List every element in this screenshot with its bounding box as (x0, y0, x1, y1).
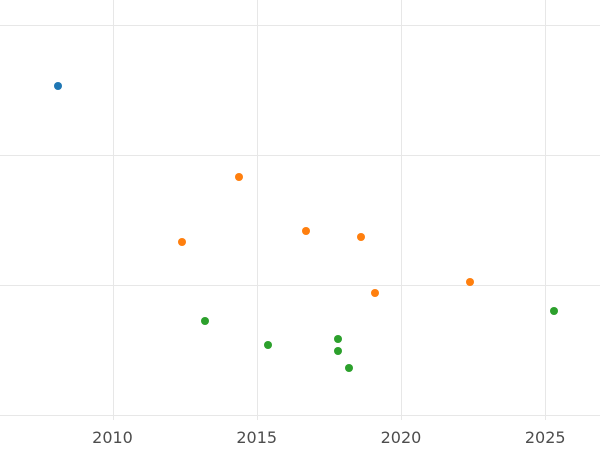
series-orange-point (177, 237, 186, 246)
series-green-point (264, 340, 273, 349)
series-orange-point (356, 232, 365, 241)
x-tick-label: 2025 (524, 428, 566, 447)
series-orange-point (235, 172, 244, 181)
series-orange-point (371, 288, 379, 297)
series-orange-point (301, 227, 310, 236)
plot-area (0, 0, 600, 420)
x-tick-label: 2020 (380, 428, 422, 447)
vertical-gridline (545, 0, 547, 420)
series-green-point (333, 347, 342, 356)
series-blue-point (53, 81, 62, 90)
horizontal-gridline (0, 154, 600, 156)
series-orange-point (466, 278, 475, 287)
x-tick-label: 2015 (236, 428, 278, 447)
x-tick-label: 2010 (92, 428, 133, 447)
series-green-point (200, 317, 209, 326)
vertical-gridline (256, 0, 258, 420)
vertical-gridline (112, 0, 114, 420)
series-green-point (333, 335, 342, 344)
horizontal-gridline (0, 24, 600, 26)
horizontal-gridline (0, 414, 600, 416)
series-green-point (345, 363, 354, 372)
series-green-point (549, 306, 558, 315)
vertical-gridline (400, 0, 402, 420)
horizontal-gridline (0, 284, 600, 286)
